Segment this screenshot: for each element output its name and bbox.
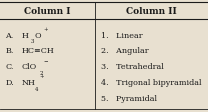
Text: +: + <box>39 73 44 78</box>
Text: −: − <box>43 58 48 63</box>
Text: Column I: Column I <box>24 7 71 16</box>
Text: +: + <box>44 26 48 31</box>
Text: H: H <box>22 31 29 39</box>
Text: ClO: ClO <box>22 63 37 71</box>
Text: 2.   Angular: 2. Angular <box>101 47 149 55</box>
Text: 5.   Pyramidal: 5. Pyramidal <box>101 94 157 102</box>
Text: 3.   Tetrahedral: 3. Tetrahedral <box>101 63 164 71</box>
Text: B.: B. <box>5 47 14 55</box>
Text: NH: NH <box>22 78 36 86</box>
Text: HC≡CH: HC≡CH <box>22 47 54 55</box>
Text: 4.   Trigonal bipyramidal: 4. Trigonal bipyramidal <box>101 78 201 86</box>
Text: C.: C. <box>5 63 14 71</box>
Text: D.: D. <box>5 78 14 86</box>
Text: 1.   Linear: 1. Linear <box>101 31 142 39</box>
Text: A.: A. <box>5 31 14 39</box>
Text: 2: 2 <box>39 70 43 75</box>
Text: 3: 3 <box>31 39 34 44</box>
Text: O: O <box>35 31 42 39</box>
Text: 4: 4 <box>35 86 38 91</box>
Text: Column II: Column II <box>126 7 177 16</box>
